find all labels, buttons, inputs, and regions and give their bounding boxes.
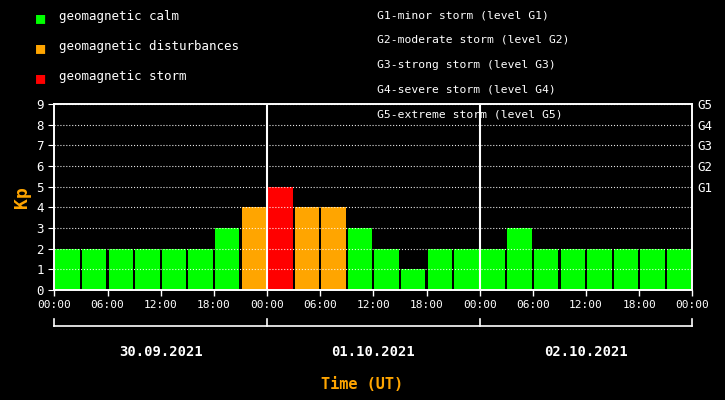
Bar	[374, 249, 399, 290]
Text: Time (UT): Time (UT)	[321, 377, 404, 392]
Bar	[481, 249, 505, 290]
Text: G3-strong storm (level G3): G3-strong storm (level G3)	[377, 60, 556, 70]
Bar	[401, 269, 426, 290]
Bar	[560, 249, 585, 290]
Text: 02.10.2021: 02.10.2021	[544, 345, 628, 359]
Bar	[348, 228, 373, 290]
Text: G1-minor storm (level G1): G1-minor storm (level G1)	[377, 10, 549, 20]
Bar	[507, 228, 532, 290]
Bar	[640, 249, 665, 290]
Text: ■: ■	[36, 70, 46, 85]
Bar	[82, 249, 107, 290]
Bar	[294, 207, 319, 290]
Text: G4-severe storm (level G4): G4-severe storm (level G4)	[377, 84, 556, 94]
Text: geomagnetic calm: geomagnetic calm	[59, 10, 180, 23]
Bar	[188, 249, 213, 290]
Bar	[613, 249, 638, 290]
Bar	[215, 228, 239, 290]
Bar	[587, 249, 612, 290]
Bar	[321, 207, 346, 290]
Bar	[667, 249, 692, 290]
Text: ■: ■	[36, 10, 46, 25]
Text: G2-moderate storm (level G2): G2-moderate storm (level G2)	[377, 35, 570, 45]
Text: ■: ■	[36, 40, 46, 55]
Bar	[55, 249, 80, 290]
Bar	[135, 249, 160, 290]
Text: 01.10.2021: 01.10.2021	[331, 345, 415, 359]
Bar	[428, 249, 452, 290]
Text: geomagnetic storm: geomagnetic storm	[59, 70, 187, 83]
Bar	[268, 187, 293, 290]
Y-axis label: Kp: Kp	[13, 186, 31, 208]
Bar	[534, 249, 558, 290]
Text: geomagnetic disturbances: geomagnetic disturbances	[59, 40, 239, 53]
Text: G5-extreme storm (level G5): G5-extreme storm (level G5)	[377, 109, 563, 119]
Text: 30.09.2021: 30.09.2021	[119, 345, 202, 359]
Bar	[162, 249, 186, 290]
Bar	[241, 207, 266, 290]
Bar	[109, 249, 133, 290]
Bar	[454, 249, 479, 290]
